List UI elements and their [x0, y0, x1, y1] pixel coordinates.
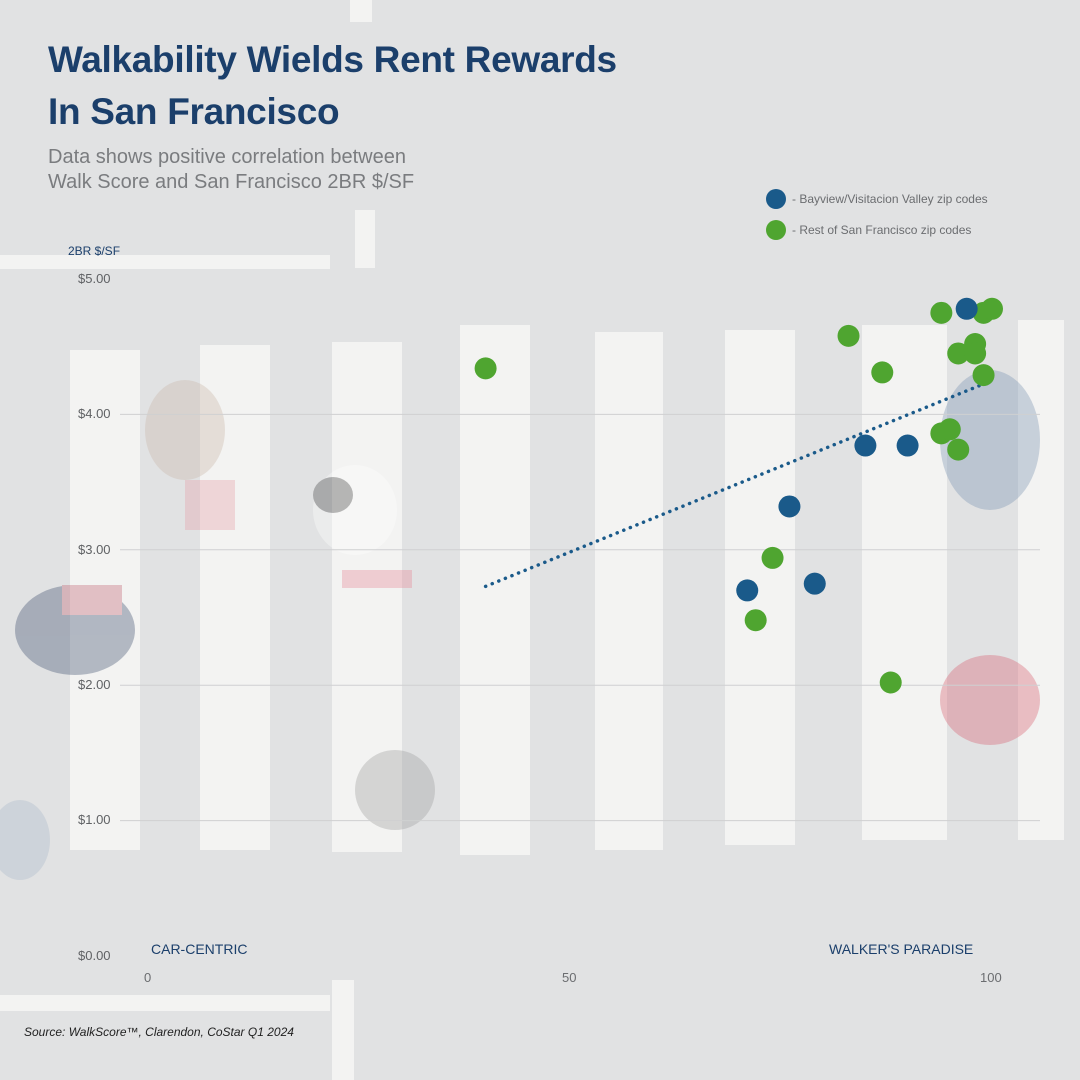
chart-title-line-2: In San Francisco [48, 91, 340, 132]
data-point [964, 342, 987, 365]
data-point [736, 579, 759, 602]
chart-subtitle-line-2: Walk Score and San Francisco 2BR $/SF [48, 171, 415, 193]
chart-legend: - Bayview/Visitacion Valley zip codes - … [766, 183, 988, 245]
y-tick-3: $3.00 [78, 542, 111, 557]
data-point [854, 434, 877, 457]
legend-item-bayview: - Bayview/Visitacion Valley zip codes [766, 183, 988, 214]
data-point [837, 324, 860, 347]
y-tick-0: $0.00 [78, 948, 111, 963]
chart-title: Walkability Wields Rent Rewards In San F… [48, 34, 617, 138]
data-point [778, 495, 801, 518]
y-tick-1: $1.00 [78, 812, 111, 827]
legend-label-rest-of-sf: - Rest of San Francisco zip codes [792, 222, 972, 237]
trendline [483, 378, 994, 589]
data-point [474, 357, 497, 380]
data-point [744, 609, 767, 632]
data-point [938, 418, 961, 441]
x-tick-0: 0 [144, 970, 152, 985]
x-tick-100: 100 [980, 970, 1002, 985]
data-point [947, 438, 970, 461]
rest-of-sf-dot-icon [766, 219, 786, 240]
data-point [930, 301, 953, 324]
bayview-dot-icon [766, 188, 786, 209]
x-category-walkers-paradise: WALKER'S PARADISE [829, 941, 974, 957]
y-tick-5: $5.00 [78, 271, 111, 286]
source-note: Source: WalkScore™, Clarendon, CoStar Q1… [24, 1025, 294, 1039]
y-axis-label: 2BR $/SF [68, 244, 121, 258]
data-point [871, 361, 894, 384]
data-point [761, 546, 784, 569]
data-point [955, 297, 978, 320]
data-point [803, 572, 826, 595]
data-point [981, 297, 1003, 320]
chart-title-line-1: Walkability Wields Rent Rewards [48, 39, 617, 80]
gridlines [120, 413, 1040, 822]
data-point [972, 364, 995, 387]
data-points [474, 297, 1003, 694]
legend-label-bayview: - Bayview/Visitacion Valley zip codes [792, 191, 988, 206]
chart-subtitle-line-1: Data shows positive correlation between [48, 146, 406, 168]
x-category-car-centric: CAR-CENTRIC [151, 941, 248, 957]
data-point [896, 434, 919, 457]
data-point [879, 671, 902, 694]
legend-item-rest-of-sf: - Rest of San Francisco zip codes [766, 214, 988, 245]
y-tick-2: $2.00 [78, 677, 111, 692]
x-tick-50: 50 [562, 970, 577, 985]
y-tick-4: $4.00 [78, 406, 111, 421]
chart-subtitle: Data shows positive correlation between … [48, 145, 414, 195]
data-point [947, 342, 970, 365]
